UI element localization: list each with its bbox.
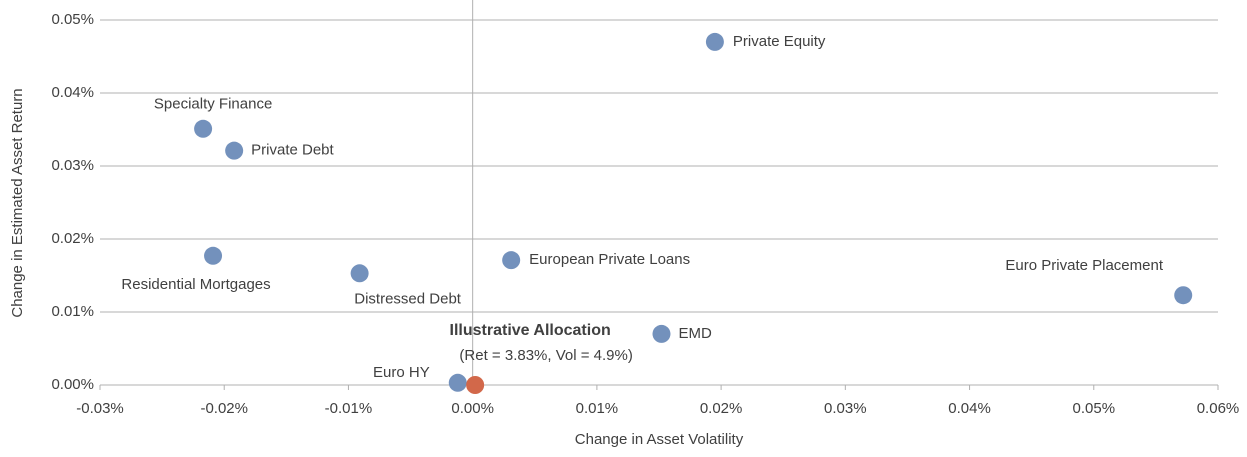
- point: [225, 141, 244, 160]
- point: [652, 324, 671, 343]
- x-tick-label: -0.03%: [76, 400, 124, 417]
- point: [448, 373, 467, 392]
- x-tick-label: -0.02%: [200, 400, 248, 417]
- point-label: Euro HY: [373, 364, 430, 381]
- x-axis-label: Change in Asset Volatility: [575, 431, 744, 448]
- point-label: EMD: [678, 325, 712, 342]
- x-tick-label: 0.04%: [948, 400, 991, 417]
- point-label: Residential Mortgages: [121, 276, 270, 293]
- point-label: Private Equity: [733, 33, 826, 50]
- y-tick-label: 0.05%: [51, 11, 94, 28]
- x-tick-label: 0.01%: [576, 400, 619, 417]
- point: [350, 264, 369, 283]
- y-tick-label: 0.04%: [51, 84, 94, 101]
- point-label: European Private Loans: [529, 251, 690, 268]
- x-tick-label: 0.00%: [451, 400, 494, 417]
- point-label: Illustrative Allocation: [450, 322, 611, 339]
- point-label: Euro Private Placement: [1005, 257, 1163, 274]
- point-label: Specialty Finance: [154, 96, 272, 113]
- point-label: Distressed Debt: [354, 290, 462, 307]
- y-tick-label: 0.02%: [51, 230, 94, 247]
- y-tick-label: 0.00%: [51, 376, 94, 393]
- point: [194, 119, 213, 138]
- point: [466, 376, 485, 394]
- x-tick-label: -0.01%: [325, 400, 373, 417]
- point: [502, 251, 521, 270]
- point: [204, 246, 223, 265]
- annotation: (Ret = 3.83%, Vol = 4.9%): [459, 347, 632, 364]
- point-label: Private Debt: [251, 142, 334, 159]
- point: [1174, 286, 1193, 305]
- x-tick-label: 0.03%: [824, 400, 867, 417]
- x-tick-label: 0.05%: [1073, 400, 1116, 417]
- x-tick-label: 0.02%: [700, 400, 743, 417]
- y-tick-label: 0.01%: [51, 303, 94, 320]
- point: [705, 32, 724, 51]
- y-tick-label: 0.03%: [51, 157, 94, 174]
- x-tick-label: 0.06%: [1197, 400, 1240, 417]
- y-axis-label: Change in Estimated Asset Return: [9, 88, 26, 317]
